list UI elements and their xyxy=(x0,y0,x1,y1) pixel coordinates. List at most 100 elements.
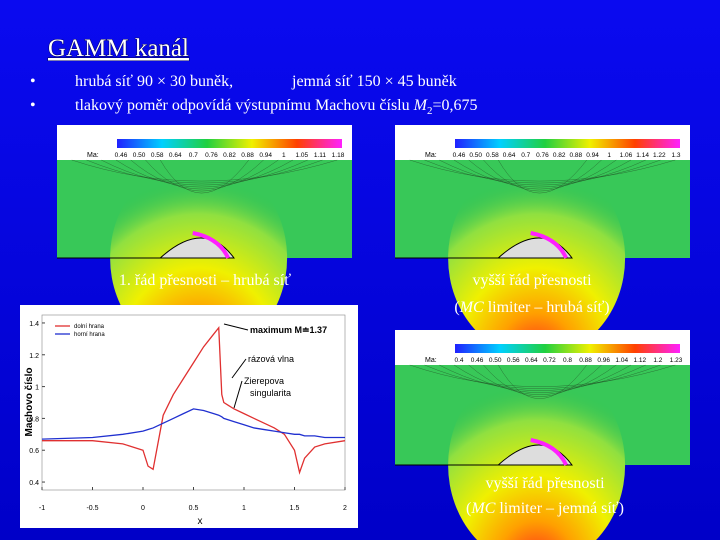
text-run: limiter – jemná síť) xyxy=(495,500,624,517)
caption: vyšší řád přesnosti xyxy=(472,272,592,289)
colorbar-tick: 0.50 xyxy=(469,152,482,159)
text-run: 2 xyxy=(427,105,433,117)
annotation-arrow xyxy=(231,358,247,379)
contour-line xyxy=(409,159,676,182)
contour-figure: Ma: 0.46 0.50 0.58 0.64 0.7 0.76 0.82 0.88 0.94 1 1… xyxy=(395,125,690,358)
colorbar-tick: 0.58 xyxy=(151,152,164,159)
colorbar-tick: 1.06 xyxy=(620,152,633,159)
colorbar-tick: 1.05 xyxy=(296,152,309,159)
contour-line xyxy=(453,159,632,188)
contour-line xyxy=(71,159,338,182)
colorbar-tick: 1.04 xyxy=(615,357,628,364)
annotation: singularita xyxy=(250,388,291,398)
colorbar-tick: 0.94 xyxy=(586,152,599,159)
text-run: =0,675 xyxy=(432,97,477,114)
caption: 1. řád přesnosti – hrubá síť xyxy=(119,272,291,289)
y-tick-label: 1.2 xyxy=(29,353,39,360)
x-tick-label: -1 xyxy=(39,505,45,512)
colorbar-tick: 0.7 xyxy=(521,152,530,159)
colorbar-tick: 0.64 xyxy=(503,152,516,159)
caption: (MC limiter – jemná síť) xyxy=(466,500,624,517)
contour-line xyxy=(453,364,632,393)
caption: vyšší řád přesnosti xyxy=(485,475,605,492)
y-tick-label: 0.6 xyxy=(29,448,39,455)
contour-line xyxy=(101,159,308,186)
x-tick-label: 2 xyxy=(343,505,347,512)
contour-line xyxy=(439,364,646,391)
contour-line xyxy=(424,159,661,184)
y-tick-label: 1 xyxy=(35,385,39,392)
colorbar-tick: 1.23 xyxy=(670,357,683,364)
colorbar-tick: 0.46 xyxy=(453,152,466,159)
colorbar-label: Ma: xyxy=(425,152,437,159)
x-tick-label: 1.5 xyxy=(290,505,300,512)
x-tick-label: 0 xyxy=(141,505,145,512)
colorbar-tick: 1.12 xyxy=(634,357,647,364)
x-axis-label: x xyxy=(198,516,203,527)
y-tick-label: 0.4 xyxy=(29,480,39,487)
colorbar-tick: 1.2 xyxy=(653,357,662,364)
annotation-arrow xyxy=(223,323,249,331)
contour-line xyxy=(468,364,617,395)
colorbar-tick: 0.64 xyxy=(525,357,538,364)
content: hrubá síť 90 × 30 buněk, jemná síť 150 × … xyxy=(20,73,690,540)
colorbar xyxy=(455,139,680,148)
contour-line xyxy=(498,159,587,194)
colorbar-tick: 0.82 xyxy=(223,152,236,159)
colorbar-tick: 0.46 xyxy=(471,357,484,364)
colorbar-tick: 1 xyxy=(607,152,611,159)
colorbar-tick: 0.72 xyxy=(543,357,556,364)
annotation: rázová vlna xyxy=(248,354,294,364)
text-run: MC xyxy=(459,299,484,316)
contour-line xyxy=(160,159,249,194)
text-run: limiter – hrubá síť) xyxy=(484,299,610,316)
colorbar-tick: 1.14 xyxy=(636,152,649,159)
y-tick-label: 0.8 xyxy=(29,416,39,423)
annotation-arrow xyxy=(233,380,243,409)
bump xyxy=(57,237,235,259)
caption: (MC limiter – hrubá síť) xyxy=(454,299,609,316)
x-tick-label: 0.5 xyxy=(189,505,199,512)
series-line xyxy=(42,325,346,475)
contour-line xyxy=(468,159,617,190)
text-run: M xyxy=(413,97,429,114)
series-line xyxy=(41,408,345,440)
contour-line xyxy=(130,159,279,190)
colorbar xyxy=(455,344,680,353)
text-run: ( xyxy=(466,500,471,517)
x-tick-label: -0.5 xyxy=(86,505,98,512)
colorbar-tick: 0.50 xyxy=(489,357,502,364)
colorbar-tick: 0.94 xyxy=(259,152,272,159)
x-tick-label: 1 xyxy=(242,505,246,512)
contour-line xyxy=(483,159,602,192)
slide-title: GAMM kanál xyxy=(48,35,189,62)
colorbar-label: Ma: xyxy=(87,152,99,159)
colorbar-tick: 0.88 xyxy=(241,152,254,159)
annotation: maximum M≐1.37 xyxy=(250,325,327,335)
colorbar-tick: 1.11 xyxy=(314,152,327,159)
colorbar-tick: 1 xyxy=(282,152,286,159)
colorbar-tick: 0.56 xyxy=(507,357,520,364)
bump-edge xyxy=(530,231,568,259)
colorbar-tick: 0.82 xyxy=(553,152,566,159)
contour-figure: Ma: 0.4 0.46 0.50 0.56 0.64 0.72 0.8 0.88 0.96 1.0… xyxy=(395,330,690,540)
bullet-marker: • xyxy=(30,97,36,114)
bullet-text: tlakový poměr odpovídá výstupnímu Machov… xyxy=(75,97,477,117)
annotation: Zierepova xyxy=(244,376,284,386)
chart-frame xyxy=(20,305,358,528)
bullet-text: jemná síť 150 × 45 buněk xyxy=(291,73,457,90)
colorbar-tick: 0.46 xyxy=(115,152,128,159)
contour-line xyxy=(483,364,602,397)
bullet-marker: • xyxy=(30,73,36,90)
y-tick-label: 1.4 xyxy=(29,321,39,328)
colorbar-tick: 0.88 xyxy=(579,357,592,364)
colorbar-tick: 1.3 xyxy=(671,152,680,159)
bump-edge xyxy=(530,438,568,466)
legend-label: dolní hrana xyxy=(74,324,105,330)
bump xyxy=(395,444,573,466)
contour-line xyxy=(86,159,323,184)
colorbar-tick: 0.58 xyxy=(486,152,499,159)
text-run: MC xyxy=(470,500,495,517)
y-axis-label: Machovo číslo xyxy=(24,368,35,437)
colorbar-tick: 0.8 xyxy=(563,357,572,364)
